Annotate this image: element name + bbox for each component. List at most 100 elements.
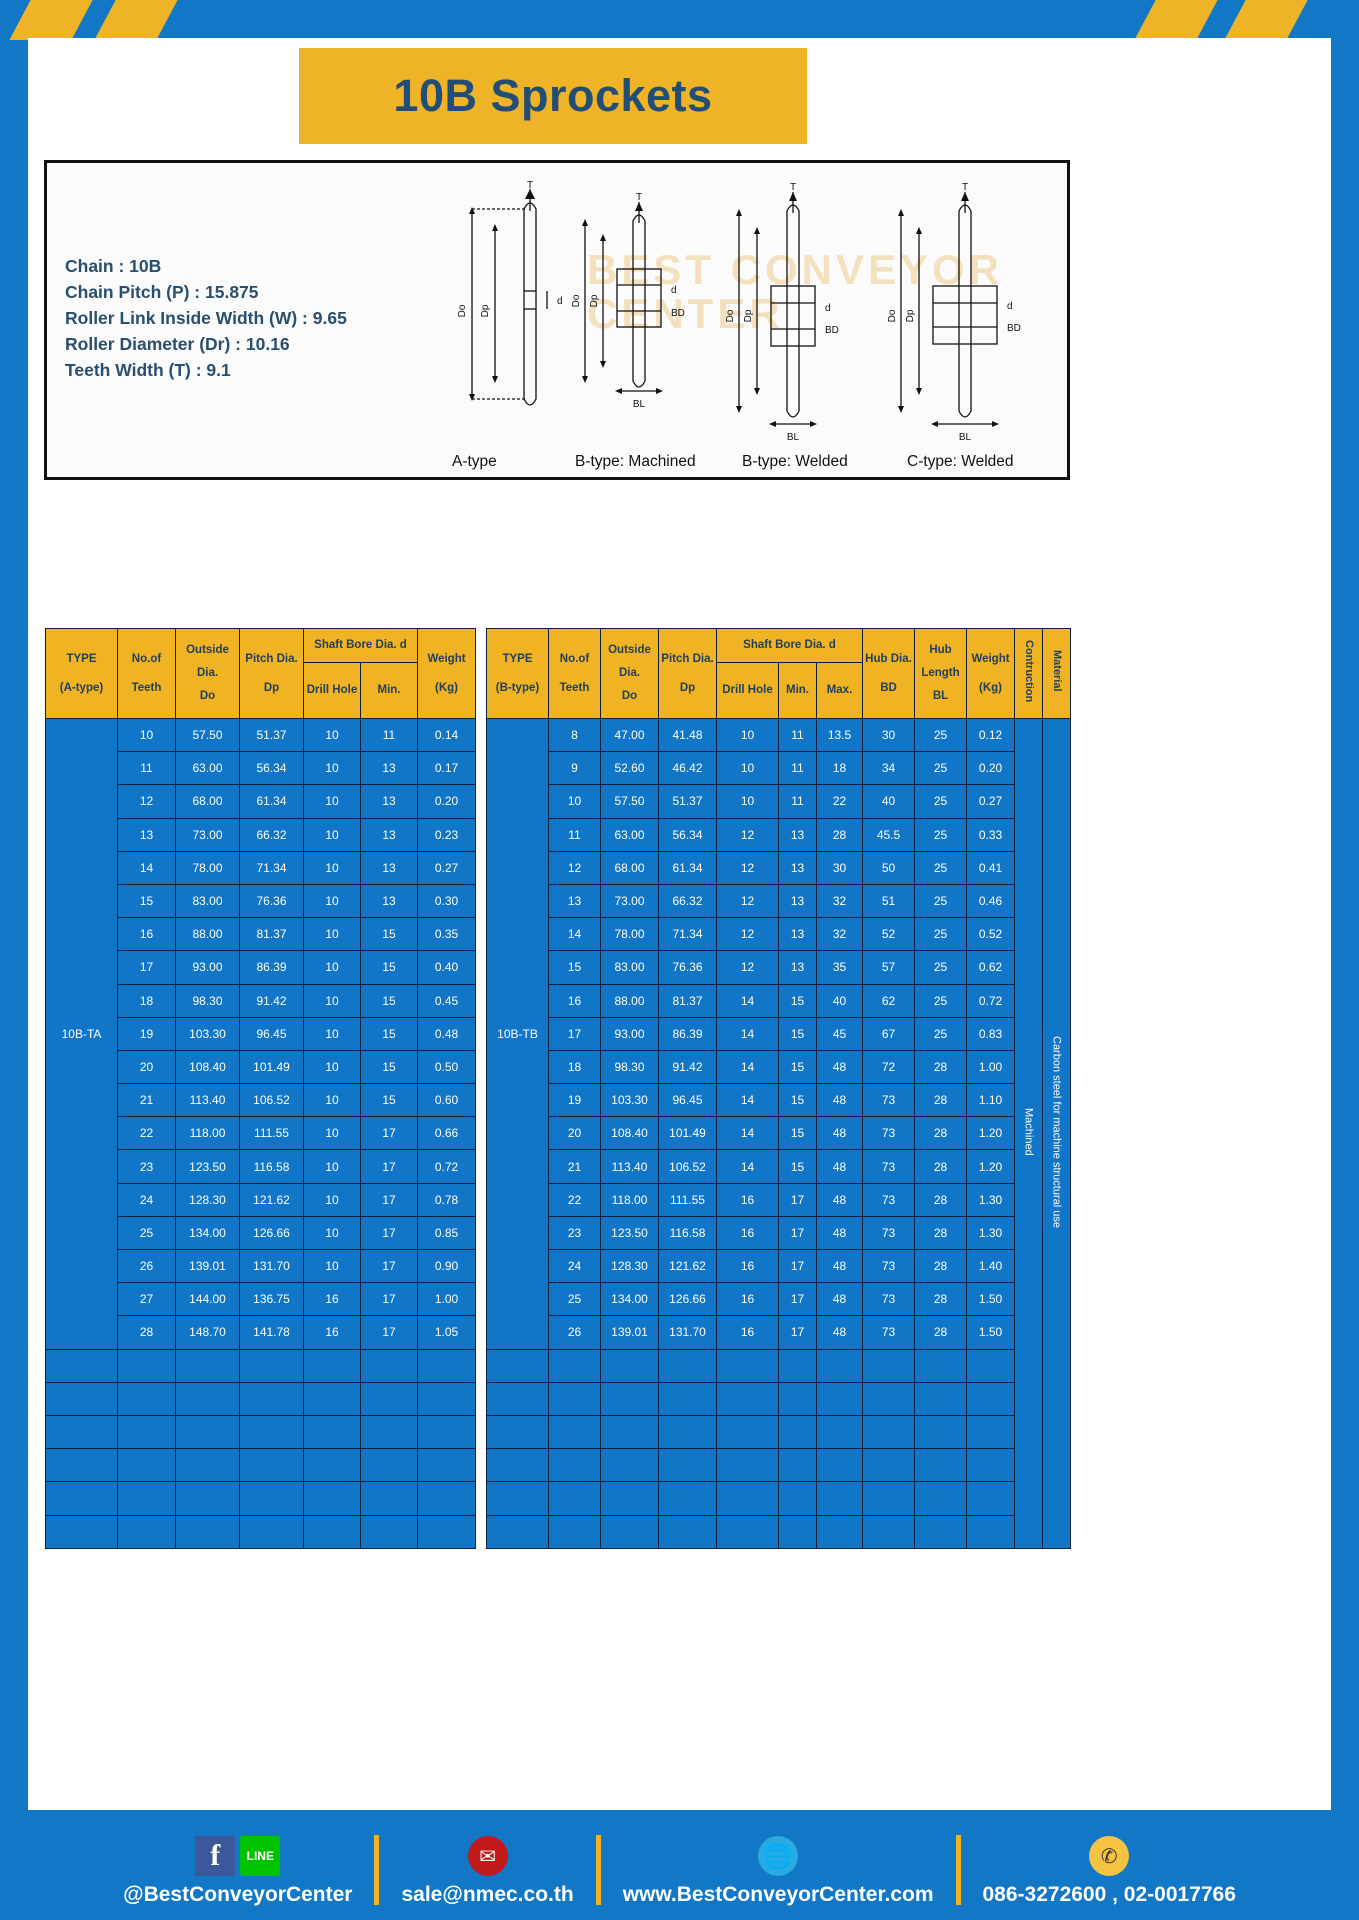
cell: 0.85 — [417, 1215, 476, 1251]
cell: 25 — [914, 917, 967, 952]
cell: 10 — [303, 1248, 361, 1284]
cell: 73 — [862, 1083, 915, 1118]
th-weight-sub: (Kg) — [435, 681, 458, 694]
cell: 10 — [303, 950, 361, 985]
footer-website[interactable]: 🌐 www.BestConveyorCenter.com — [607, 1833, 950, 1907]
cell-empty — [914, 1348, 967, 1383]
cell-empty — [417, 1448, 476, 1483]
cell: 25 — [117, 1215, 176, 1251]
th-construction: Contruction — [1023, 639, 1035, 703]
cell: 10 — [303, 883, 361, 919]
cell: 10 — [303, 1083, 361, 1118]
table-b-body: 10B-TB 8 47.00 41.48 10 11 13.5 30 25 0.12 Machine… — [486, 717, 1071, 1549]
footer-social[interactable]: f LINE @BestConveyorCenter — [107, 1833, 368, 1907]
cell-empty — [417, 1414, 476, 1450]
globe-icon[interactable]: 🌐 — [758, 1836, 799, 1876]
cell: 11 — [778, 751, 817, 786]
cell: 68.00 — [600, 850, 659, 885]
cell: 0.72 — [966, 983, 1015, 1018]
chevron-2 — [94, 0, 178, 40]
cell: 25 — [914, 983, 967, 1018]
cell: 30 — [862, 717, 915, 753]
footer-email[interactable]: ✉ sale@nmec.co.th — [385, 1833, 589, 1907]
spec-diagram-box: BEST CONVEYOR CENTER Chain : 10B Chain P… — [44, 160, 1070, 480]
table-row: 19 103.30 96.45 14 15 48 73 28 1.10 — [487, 1083, 1071, 1118]
th-teeth: No.of — [131, 652, 162, 665]
cell-empty — [548, 1514, 601, 1549]
cell: 13 — [778, 950, 817, 985]
cell: 56.34 — [239, 751, 304, 786]
cell: 15 — [778, 1149, 817, 1184]
cell-empty — [816, 1448, 863, 1483]
table-row: 22 118.00 111.55 10 17 0.66 — [46, 1116, 476, 1151]
cell: 73 — [862, 1182, 915, 1217]
cell-construction: Machined — [1014, 718, 1043, 1549]
th-od-sub1: Dia. — [196, 667, 219, 679]
svg-text:BL: BL — [787, 432, 800, 443]
cell: 28 — [914, 1282, 967, 1317]
cell-empty — [175, 1514, 240, 1549]
cell: 48 — [816, 1315, 863, 1350]
col-header-type-a: TYPE (A-type) — [45, 628, 118, 719]
cell-empty — [716, 1448, 779, 1483]
th-hublen-sub2: BL — [932, 690, 949, 702]
table-row: 28 148.70 141.78 16 17 1.05 — [46, 1315, 476, 1350]
cell: 0.90 — [417, 1248, 476, 1284]
diagram-caption-b1: B-type: Machined — [575, 453, 696, 470]
col-header-type-b: TYPE (B-type) — [486, 628, 549, 719]
footer-divider-1 — [374, 1835, 380, 1905]
cell: 13 — [360, 817, 418, 852]
chevron-4 — [1224, 0, 1308, 40]
table-row-empty — [45, 1481, 476, 1516]
page-title: 10B Sprockets — [393, 70, 713, 121]
cell: 0.35 — [417, 917, 476, 952]
cell-empty — [716, 1381, 779, 1416]
cell: 15 — [360, 983, 418, 1018]
th-type: TYPE — [66, 652, 97, 665]
cell: 48 — [816, 1149, 863, 1184]
cell: 16 — [716, 1282, 779, 1317]
th-od-sub2: Do — [199, 690, 216, 702]
cell: 16 — [716, 1215, 779, 1251]
cell: 111.55 — [658, 1182, 717, 1217]
cell-empty — [548, 1348, 601, 1383]
cell-empty — [303, 1348, 361, 1383]
cell: 123.50 — [175, 1149, 240, 1184]
cell: 15 — [360, 917, 418, 952]
cell: 13 — [360, 850, 418, 885]
table-row: 16 88.00 81.37 14 15 40 62 25 0.72 — [487, 983, 1071, 1018]
mail-icon[interactable]: ✉ — [467, 1836, 508, 1876]
cell: 1.20 — [966, 1116, 1015, 1151]
cell-empty — [778, 1348, 817, 1383]
cell-empty — [778, 1448, 817, 1483]
cell-empty — [600, 1481, 659, 1516]
cell: 136.75 — [239, 1282, 304, 1317]
cell: 1.40 — [966, 1248, 1015, 1284]
cell-empty — [239, 1448, 304, 1483]
cell: 63.00 — [175, 751, 240, 786]
cell-empty — [360, 1381, 418, 1416]
cell-empty — [716, 1414, 779, 1450]
svg-text:d: d — [557, 296, 563, 307]
table-row: 26 139.01 131.70 10 17 0.90 — [46, 1248, 476, 1284]
cell: 126.66 — [239, 1215, 304, 1251]
cell: 25 — [914, 784, 967, 819]
cell: 28 — [914, 1149, 967, 1184]
line-icon[interactable]: LINE — [240, 1836, 281, 1876]
footer-phone[interactable]: ✆ 086-3272600 , 02-0017766 — [967, 1833, 1252, 1907]
table-row: 20 108.40 101.49 14 15 48 73 28 1.20 — [487, 1116, 1071, 1151]
cell: 28 — [117, 1315, 176, 1350]
cell-empty — [862, 1348, 915, 1383]
cell: 17 — [360, 1149, 418, 1184]
cell: 0.33 — [966, 817, 1015, 852]
table-row: 24 128.30 121.62 16 17 48 73 28 1.40 — [487, 1248, 1071, 1284]
cell: 48 — [816, 1116, 863, 1151]
cell-empty — [778, 1514, 817, 1549]
th-teeth-sub: Teeth — [131, 681, 162, 694]
cell-empty — [716, 1481, 779, 1516]
phone-icon[interactable]: ✆ — [1089, 1836, 1130, 1876]
facebook-icon[interactable]: f — [195, 1836, 236, 1876]
cell: 47.00 — [600, 717, 659, 753]
table-row-empty — [486, 1348, 1071, 1383]
cell-empty — [45, 1481, 118, 1516]
